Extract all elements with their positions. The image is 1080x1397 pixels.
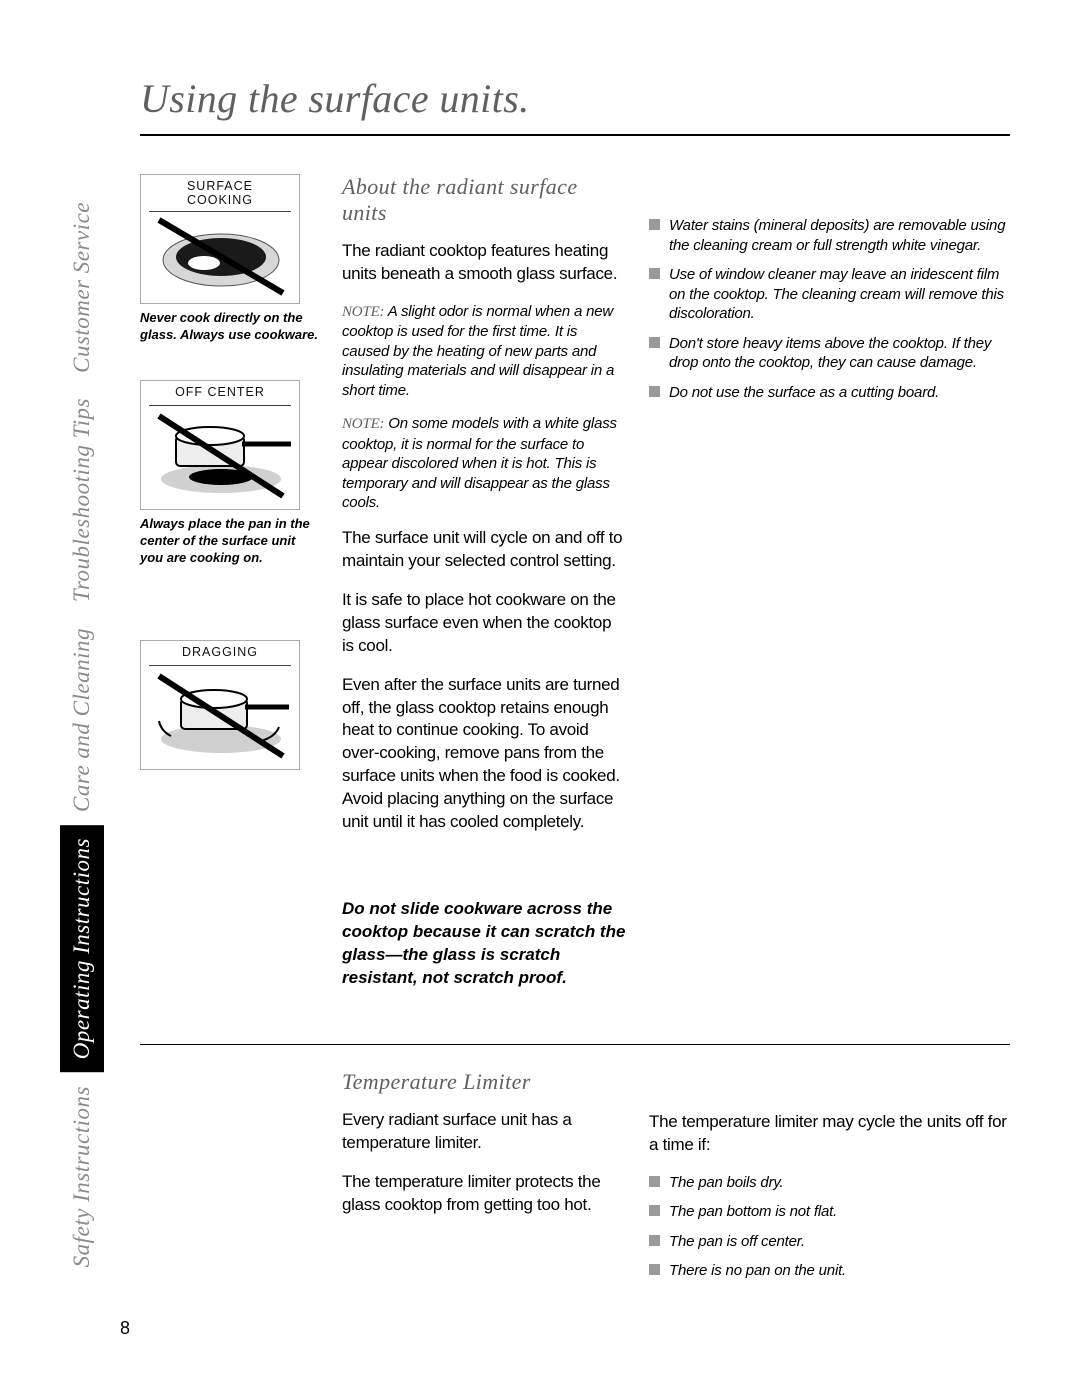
paragraph: The surface unit will cycle on and off t… bbox=[342, 527, 627, 573]
paragraph: The radiant cooktop features heating uni… bbox=[342, 240, 627, 286]
note-lead: NOTE: bbox=[342, 416, 384, 432]
figure-surface-cooking: SURFACE COOKING Never cook directly on t… bbox=[140, 174, 320, 344]
bullet-item: The pan is off center. bbox=[649, 1232, 1010, 1252]
pan-dragging-icon bbox=[141, 641, 300, 770]
bullet-item: There is no pan on the unit. bbox=[649, 1261, 1010, 1281]
warning-text: Do not slide cookware across the cooktop… bbox=[342, 898, 627, 990]
pan-offcenter-icon bbox=[141, 381, 300, 510]
main-content: Using the surface units. SURFACE COOKING bbox=[140, 75, 1010, 1291]
page-title: Using the surface units. bbox=[140, 75, 1010, 122]
paragraph: Even after the surface units are turned … bbox=[342, 674, 627, 835]
section-heading: Temperature Limiter bbox=[342, 1069, 627, 1095]
bullet-item: Do not use the surface as a cutting boar… bbox=[649, 383, 1010, 403]
figures-column: SURFACE COOKING Never cook directly on t… bbox=[140, 174, 320, 1004]
bullet-list: Water stains (mineral deposits) are remo… bbox=[649, 216, 1010, 402]
note: NOTE: On some models with a white glass … bbox=[342, 414, 627, 513]
body-column-2: Water stains (mineral deposits) are remo… bbox=[649, 174, 1010, 1004]
spacer-column bbox=[140, 1069, 320, 1291]
section-about: SURFACE COOKING Never cook directly on t… bbox=[140, 174, 1010, 1004]
section-limiter: Temperature Limiter Every radiant surfac… bbox=[140, 1069, 1010, 1291]
body-column-1: Temperature Limiter Every radiant surfac… bbox=[342, 1069, 627, 1291]
note: NOTE: A slight odor is normal when a new… bbox=[342, 302, 627, 401]
section-heading: About the radiant surface units bbox=[342, 174, 627, 226]
bullet-item: The pan boils dry. bbox=[649, 1173, 1010, 1193]
bullet-list: The pan boils dry. The pan bottom is not… bbox=[649, 1173, 1010, 1281]
page: Safety Instructions Operating Instructio… bbox=[0, 0, 1080, 1397]
figure-dragging: DRAGGING bbox=[140, 640, 320, 770]
sidebar-item-care[interactable]: Care and Cleaning bbox=[60, 615, 104, 825]
note-lead: NOTE: bbox=[342, 304, 384, 320]
sidebar-item-safety[interactable]: Safety Instructions bbox=[60, 1073, 104, 1280]
sidebar-nav: Safety Instructions Operating Instructio… bbox=[60, 80, 104, 1280]
sidebar-item-troubleshooting[interactable]: Troubleshooting Tips bbox=[60, 385, 104, 615]
bullet-item: Water stains (mineral deposits) are remo… bbox=[649, 216, 1010, 255]
paragraph: It is safe to place hot cookware on the … bbox=[342, 589, 627, 658]
bullet-item: The pan bottom is not flat. bbox=[649, 1202, 1010, 1222]
rule-mid bbox=[140, 1044, 1010, 1045]
paragraph: The temperature limiter protects the gla… bbox=[342, 1171, 627, 1217]
cooktop-icon bbox=[141, 175, 300, 304]
sidebar-item-service[interactable]: Customer Service bbox=[60, 189, 104, 386]
page-number: 8 bbox=[120, 1318, 130, 1339]
paragraph: Every radiant surface unit has a tempera… bbox=[342, 1109, 627, 1155]
rule-top bbox=[140, 134, 1010, 136]
body-column-2: The temperature limiter may cycle the un… bbox=[649, 1069, 1010, 1291]
sidebar-item-operating[interactable]: Operating Instructions bbox=[60, 825, 104, 1072]
bullet-item: Don't store heavy items above the cookto… bbox=[649, 334, 1010, 373]
figure-off-center: OFF CENTER Always place the pan in the c… bbox=[140, 380, 320, 567]
body-column-1: About the radiant surface units The radi… bbox=[342, 174, 627, 1004]
bullet-item: Use of window cleaner may leave an iride… bbox=[649, 265, 1010, 324]
paragraph: The temperature limiter may cycle the un… bbox=[649, 1111, 1010, 1157]
note-text: On some models with a white glass cookto… bbox=[342, 415, 617, 511]
figure-caption: Always place the pan in the center of th… bbox=[140, 516, 320, 567]
figure-caption: Never cook directly on the glass. Always… bbox=[140, 310, 320, 344]
